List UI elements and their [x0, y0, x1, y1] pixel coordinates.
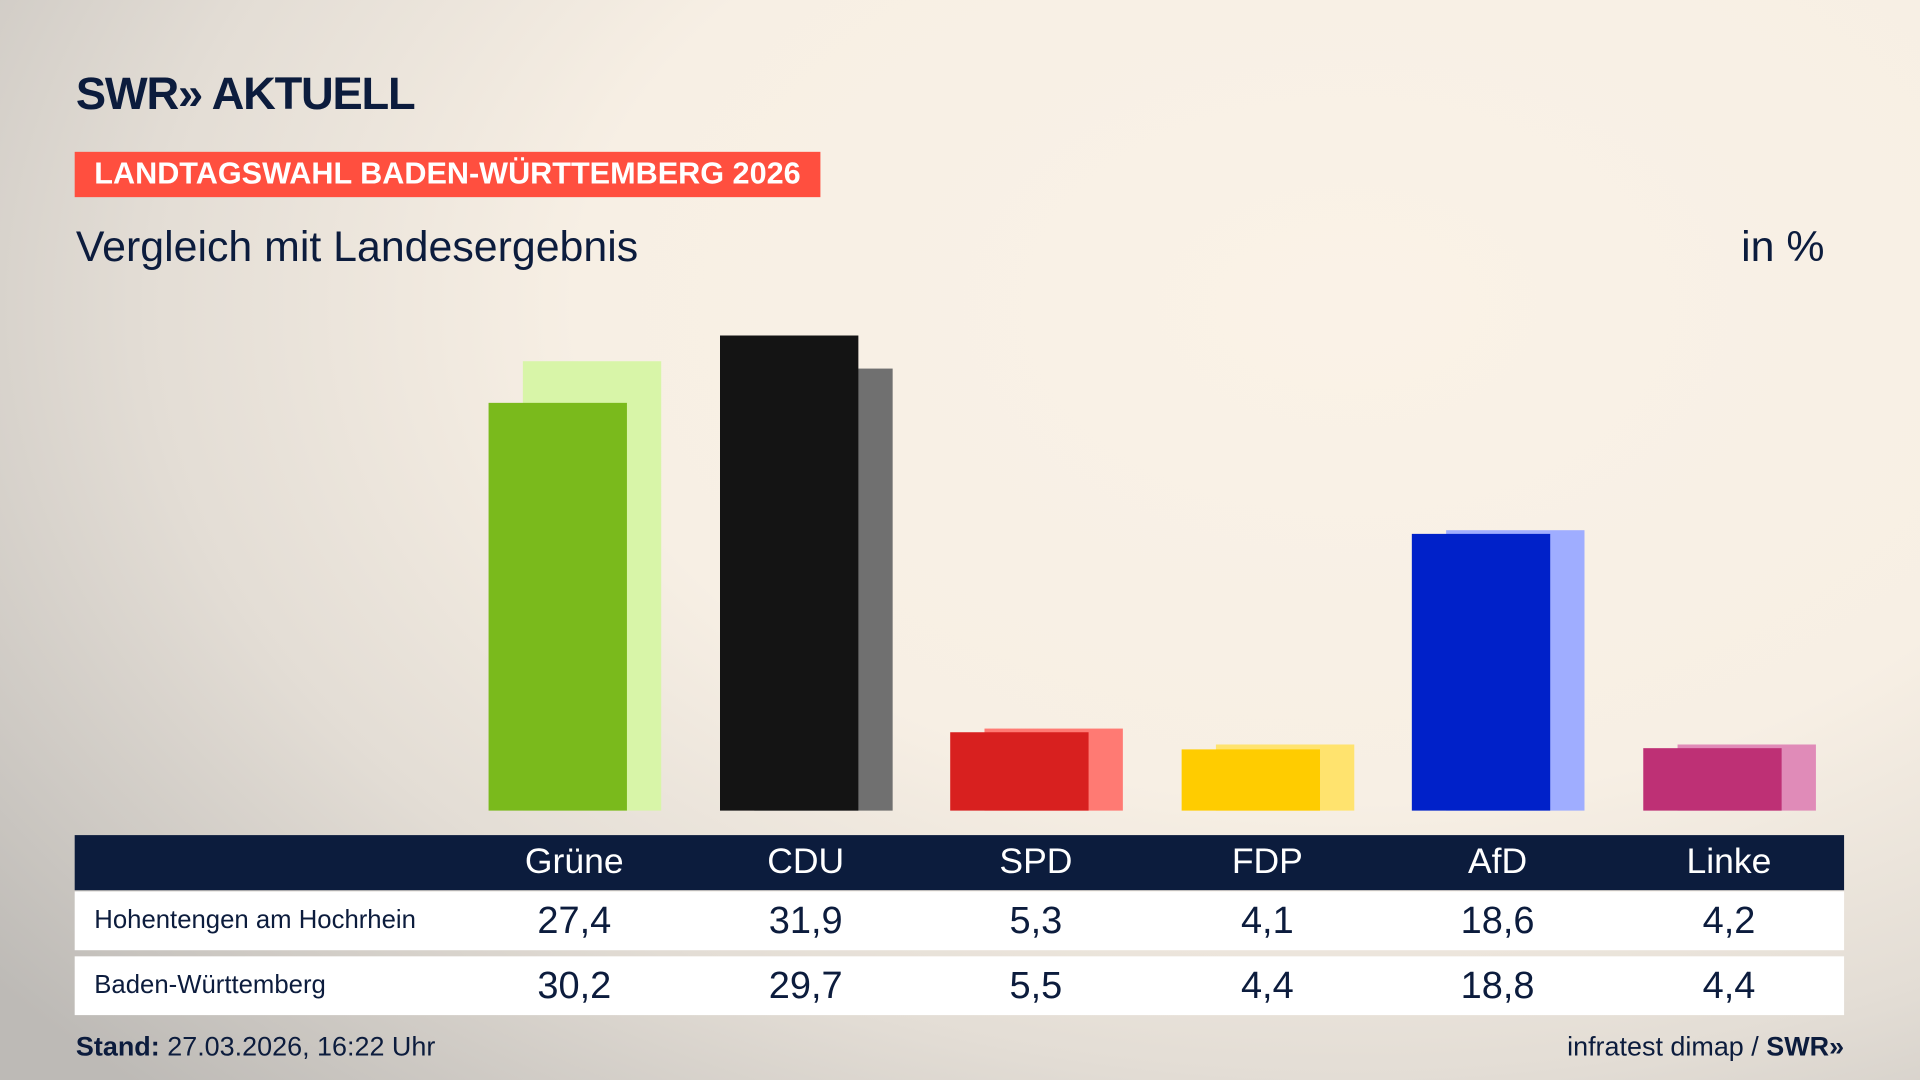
value-cell: 5,5 [1009, 963, 1063, 1007]
local-bar-grüne [488, 402, 627, 811]
source-credit: infratest dimap / SWR» [1567, 1031, 1844, 1063]
value-cell: 4,2 [1702, 898, 1756, 942]
table-header: Grüne CDU SPD FDP AfD Linke [74, 835, 1845, 891]
value-cell: 4,4 [1240, 963, 1294, 1007]
local-bar-linke [1643, 748, 1782, 811]
row-label: Hohentengen am Hochrhein [94, 906, 416, 935]
source-text: infratest dimap / [1567, 1031, 1767, 1062]
row-label: Baden-Württemberg [94, 971, 326, 1000]
local-bar-afd [1411, 533, 1551, 811]
party-header: Grüne [524, 842, 624, 882]
swr-aktuell-logo: SWR» AKTUELL [75, 68, 416, 119]
party-header: CDU [767, 842, 845, 882]
party-header: AfD [1467, 842, 1528, 882]
local-bar-spd [950, 731, 1089, 811]
value-cell: 4,4 [1702, 963, 1756, 1007]
election-banner: LANDTAGSWAHL BADEN-WÜRTTEMBERG 2026 [74, 151, 821, 198]
timestamp: Stand: 27.03.2026, 16:22 Uhr [76, 1031, 435, 1063]
chart-subtitle: Vergleich mit Landesergebnis [75, 222, 639, 271]
stand-value: 27.03.2026, 16:22 Uhr [167, 1031, 436, 1062]
party-header: FDP [1231, 842, 1303, 882]
party-header: Linke [1686, 842, 1772, 882]
value-cell: 27,4 [537, 898, 612, 942]
value-cell: 18,8 [1460, 963, 1535, 1007]
table-row-local: Hohentengen am Hochrhein 27,4 31,9 5,3 4,1 1… [74, 891, 1845, 951]
value-cell: 29,7 [768, 963, 843, 1007]
stand-label: Stand: [75, 1031, 160, 1062]
value-cell: 31,9 [768, 898, 843, 942]
local-bar-cdu [720, 335, 859, 811]
value-cell: 18,6 [1460, 898, 1535, 942]
party-header: SPD [999, 842, 1073, 882]
value-cell: 5,3 [1009, 898, 1063, 942]
unit-label: in % [1741, 222, 1825, 271]
value-cell: 30,2 [537, 963, 612, 1007]
local-bar-fdp [1181, 749, 1321, 811]
value-cell: 4,1 [1240, 898, 1294, 942]
swr-logo: SWR» [1766, 1031, 1845, 1062]
table-row-state: Baden-Württemberg 30,2 29,7 5,5 4,4 18,8 4,4 [74, 956, 1845, 1016]
